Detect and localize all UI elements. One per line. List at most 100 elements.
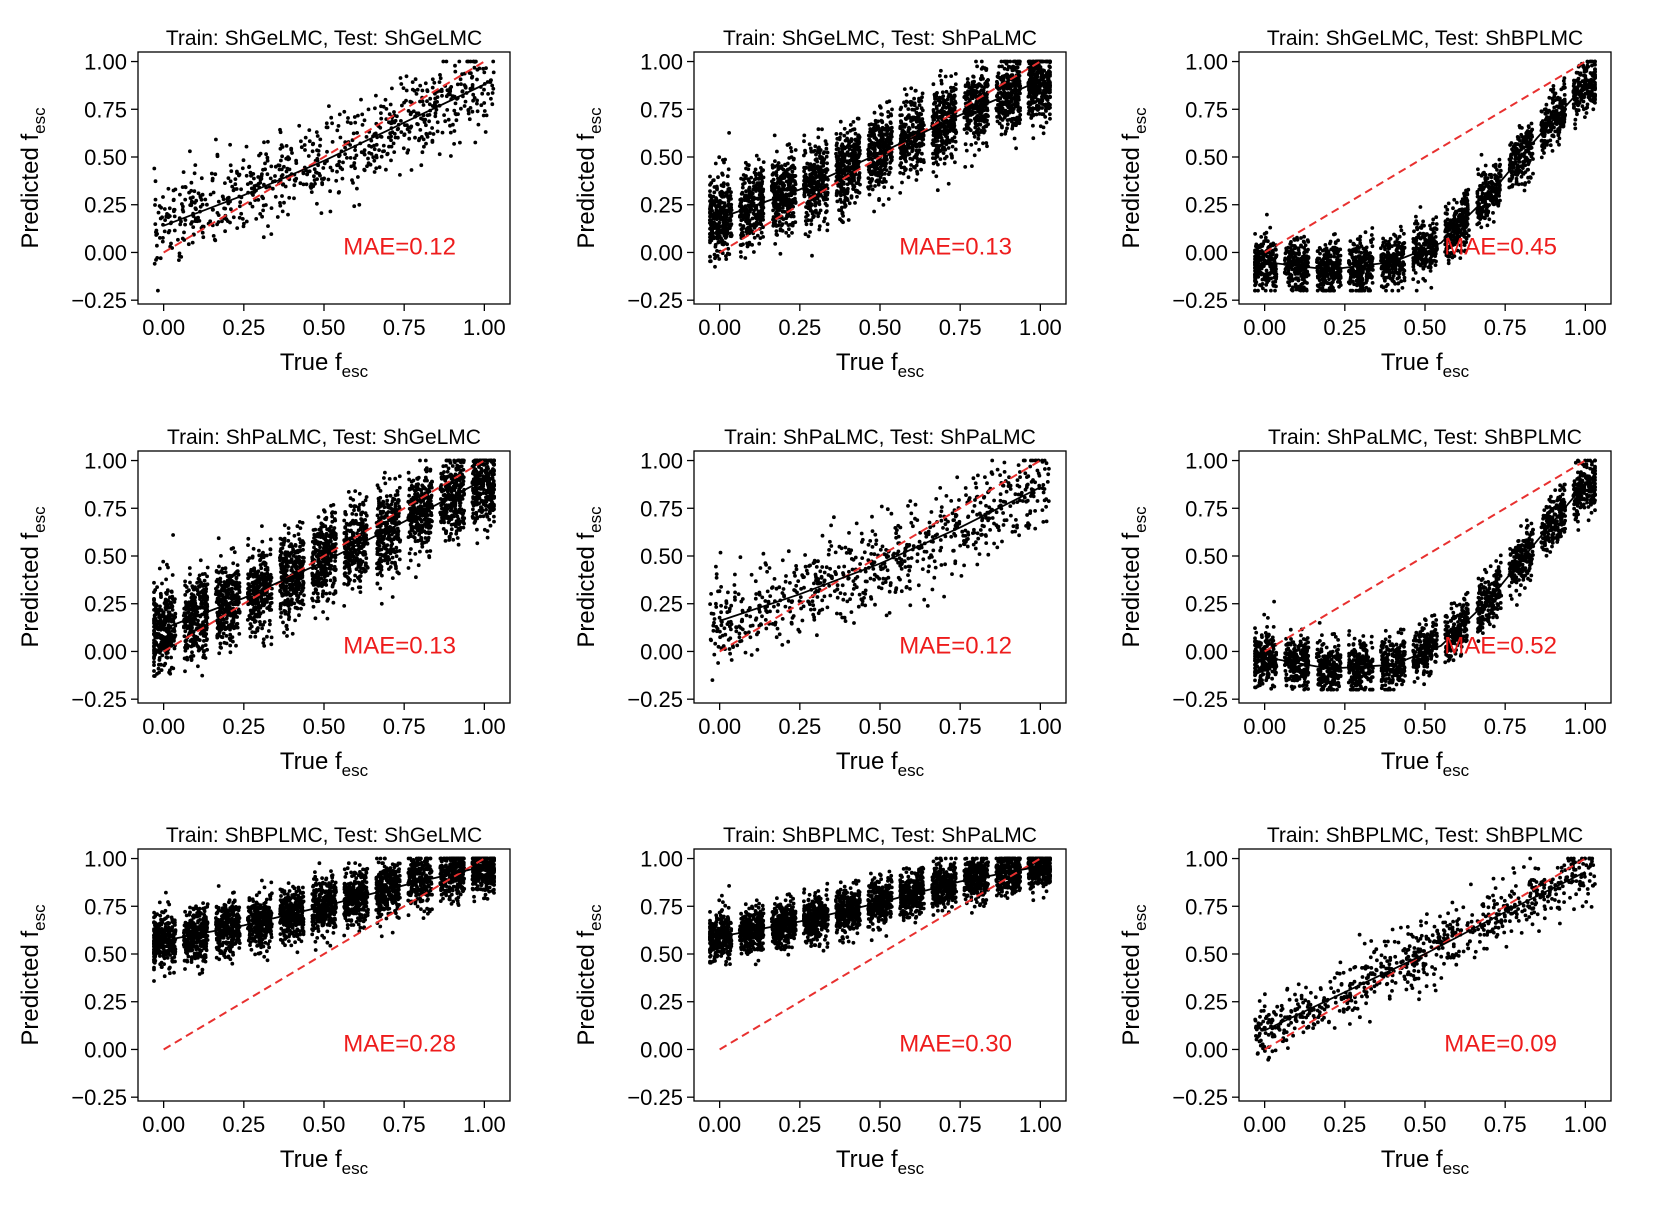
data-point <box>181 205 185 209</box>
data-point <box>269 232 273 236</box>
data-point <box>1038 65 1042 69</box>
data-point <box>1288 284 1292 288</box>
data-point <box>952 120 956 124</box>
data-point <box>948 129 952 133</box>
y-tick-label: 1.00 <box>640 50 683 75</box>
data-point <box>931 143 935 147</box>
data-point <box>449 131 453 135</box>
data-point <box>305 173 309 177</box>
data-point <box>935 154 939 158</box>
data-point <box>817 171 821 175</box>
data-point <box>476 109 480 113</box>
data-point <box>870 177 874 181</box>
data-point <box>944 75 948 79</box>
data-point <box>721 242 725 246</box>
data-point <box>781 229 785 233</box>
data-point <box>1044 109 1048 113</box>
data-point <box>239 187 243 191</box>
data-point <box>914 142 918 146</box>
data-point <box>286 213 290 217</box>
data-point <box>346 120 350 124</box>
y-tick-label: 0.25 <box>640 193 683 218</box>
mae-label: MAE=0.12 <box>343 233 456 260</box>
data-point <box>879 106 883 110</box>
data-point <box>974 60 978 64</box>
data-point <box>418 128 422 132</box>
data-point <box>422 103 426 107</box>
data-point <box>716 212 720 216</box>
data-point <box>887 172 891 176</box>
data-point <box>905 93 909 97</box>
data-point <box>753 226 757 230</box>
data-point <box>302 183 306 187</box>
data-point <box>761 168 765 172</box>
data-point <box>307 154 311 158</box>
data-point <box>1031 71 1035 75</box>
data-point <box>787 156 791 160</box>
data-point <box>775 233 779 237</box>
data-point <box>857 133 861 137</box>
data-point <box>223 181 227 185</box>
data-point <box>882 203 886 207</box>
data-point <box>846 150 850 154</box>
data-point <box>853 185 857 189</box>
data-point <box>284 157 288 161</box>
data-point <box>804 166 808 170</box>
data-point <box>878 130 882 134</box>
data-point <box>871 188 875 192</box>
data-point <box>977 148 981 152</box>
data-point <box>387 145 391 149</box>
data-point <box>997 71 1001 75</box>
data-point <box>238 200 242 204</box>
data-point <box>902 145 906 149</box>
data-point <box>921 109 925 113</box>
data-point <box>168 214 172 218</box>
data-point <box>353 121 357 125</box>
data-point <box>890 130 894 134</box>
data-point <box>819 209 823 213</box>
data-point <box>748 218 752 222</box>
data-point <box>463 83 467 87</box>
data-point <box>726 252 730 256</box>
data-point <box>841 211 845 215</box>
data-point <box>777 223 781 227</box>
data-point <box>307 128 311 132</box>
data-point <box>315 157 319 161</box>
data-point <box>422 145 426 149</box>
data-point <box>234 177 238 181</box>
data-point <box>746 177 750 181</box>
data-point <box>825 229 829 233</box>
data-point <box>1017 109 1021 113</box>
data-point <box>850 137 854 141</box>
data-point <box>451 123 455 127</box>
data-point <box>995 86 999 90</box>
data-point <box>867 134 871 138</box>
data-point <box>980 60 984 64</box>
data-point <box>882 141 886 145</box>
data-point <box>1520 182 1524 186</box>
data-point <box>775 150 779 154</box>
data-point <box>245 145 249 149</box>
data-point <box>201 231 205 235</box>
data-point <box>1039 60 1043 64</box>
data-point <box>835 200 839 204</box>
data-point <box>478 67 482 71</box>
data-point <box>835 132 839 136</box>
data-point <box>971 112 975 116</box>
data-point <box>974 141 978 145</box>
data-point <box>436 130 440 134</box>
data-point <box>433 102 437 106</box>
data-point <box>441 131 445 135</box>
data-point <box>308 139 312 143</box>
data-point <box>424 81 428 85</box>
data-point <box>1011 124 1015 128</box>
data-point <box>840 157 844 161</box>
data-point <box>1038 112 1042 116</box>
data-point <box>772 178 776 182</box>
data-point <box>440 94 444 98</box>
data-point <box>235 171 239 175</box>
data-point <box>187 242 191 246</box>
